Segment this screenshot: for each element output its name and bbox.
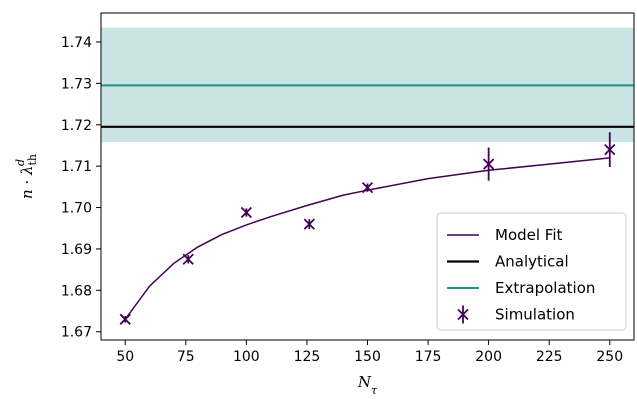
x-tick-label: 75 [177,349,195,365]
simulation-marker [182,253,194,265]
simulation-marker [119,313,131,325]
simulation-marker [361,182,374,194]
legend-swatch-marker [457,308,469,321]
y-axis-label: n · λthd [14,154,39,199]
simulation-marker [482,158,495,170]
y-tick-label: 1.73 [61,76,92,92]
legend-label: Simulation [495,306,575,324]
plot-content [101,27,634,325]
x-tick-label: 100 [233,349,260,365]
model-fit-line [124,157,610,320]
x-tick-label: 150 [354,349,381,365]
simulation-point [482,147,495,181]
legend-label: Model Fit [495,226,563,244]
legend: Model Fit Analytical Extrapolation Simulati… [436,212,627,331]
x-tick-label: 225 [536,349,563,365]
x-tick-label: 175 [415,349,442,365]
x-axis-label: Nτ [357,373,378,397]
x-tick-label: 200 [475,349,502,365]
y-tick-label: 1.70 [61,201,92,217]
simulation-point [119,313,131,325]
simulation-point [361,182,374,194]
y-tick-label: 1.69 [61,242,92,258]
simulation-point [303,218,315,230]
simulation-marker [604,143,616,156]
y-tick-label: 1.67 [61,325,92,341]
simulation-marker [240,206,253,219]
x-tick-label: 125 [294,349,321,365]
y-tick-label: 1.68 [61,283,92,299]
simulation-point [240,206,253,219]
legend-label: Extrapolation [495,279,595,297]
plot-area [101,27,634,325]
simulation-point [182,253,194,265]
legend-box [436,212,627,331]
simulation-point [604,132,616,167]
legend-label: Analytical [495,253,569,271]
y-tick-label: 1.71 [61,159,92,175]
simulation-marker [303,218,315,230]
y-tick-label: 1.72 [61,118,92,134]
x-tick-label: 250 [596,349,623,365]
x-tick-label: 50 [116,349,134,365]
y-tick-label: 1.74 [61,35,92,51]
